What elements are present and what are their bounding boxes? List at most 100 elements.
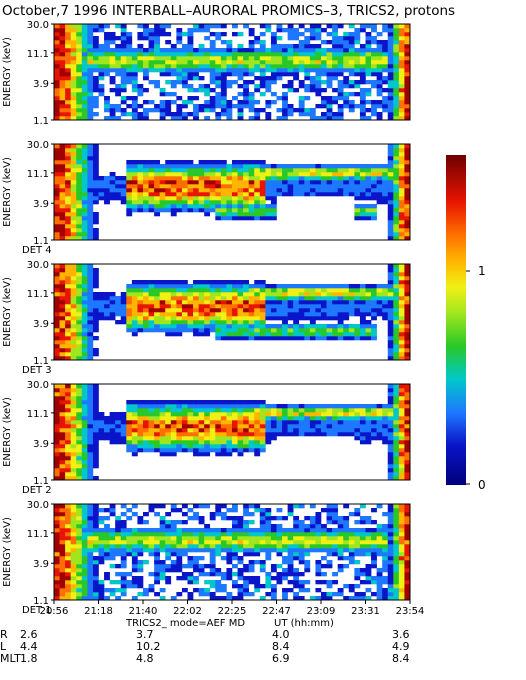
spectrogram-cell	[398, 68, 405, 73]
spectrogram-cell	[315, 516, 322, 521]
spectrogram-cell	[226, 176, 233, 181]
spectrogram-cell	[120, 188, 127, 193]
spectrogram-cell	[198, 200, 205, 205]
spectrogram-cell	[59, 428, 66, 433]
spectrogram-cell	[248, 540, 255, 545]
spectrogram-cell	[65, 160, 71, 165]
spectrogram-cell	[376, 72, 383, 77]
spectrogram-cell	[321, 556, 327, 561]
spectrogram-cell	[81, 516, 88, 521]
spectrogram-cell	[176, 176, 183, 181]
spectrogram-cell	[59, 344, 66, 349]
spectrogram-cell	[181, 532, 188, 537]
spectrogram-cell	[343, 404, 350, 409]
spectrogram-cell	[304, 96, 311, 101]
spectrogram-cell	[54, 24, 60, 29]
spectrogram-cell	[170, 172, 177, 177]
spectrogram-cell	[176, 68, 183, 73]
spectrogram-cell	[65, 164, 71, 169]
spectrogram-cell	[398, 572, 405, 577]
spectrogram-cell	[115, 540, 122, 545]
spectrogram-cell	[109, 60, 116, 65]
spectrogram-cell	[181, 436, 188, 441]
spectrogram-cell	[98, 580, 105, 585]
spectrogram-cell	[243, 92, 249, 97]
spectrogram-cell	[398, 48, 405, 53]
spectrogram-cell	[65, 412, 71, 417]
spectrogram-cell	[209, 76, 216, 81]
spectrogram-cell	[376, 44, 383, 49]
spectrogram-cell	[398, 264, 405, 269]
spectrogram-cell	[198, 168, 205, 173]
spectrogram-cell	[59, 40, 66, 45]
spectrogram-cell	[387, 524, 394, 529]
spectrogram-cell	[187, 564, 194, 569]
spectrogram-cell	[54, 304, 60, 309]
spectrogram-cell	[92, 76, 99, 81]
spectrogram-cell	[365, 172, 372, 177]
spectrogram-cell	[354, 36, 361, 41]
spectrogram-cell	[70, 304, 77, 309]
spectrogram-cell	[248, 68, 255, 73]
spectrogram-cell	[265, 292, 272, 297]
spectrogram-cell	[59, 64, 66, 69]
spectrogram-cell	[254, 420, 261, 425]
spectrogram-cell	[393, 228, 400, 233]
spectrogram-cell	[365, 332, 372, 337]
spectrogram-cell	[243, 192, 249, 197]
spectrogram-cell	[120, 112, 127, 117]
spectrogram-cell	[120, 576, 127, 581]
spectrogram-cell	[87, 352, 94, 357]
spectrogram-cell	[309, 316, 316, 321]
spectrogram-cell	[170, 176, 177, 181]
spectrogram-cell	[87, 452, 94, 457]
spectrogram-cell	[387, 528, 394, 533]
spectrogram-cell	[393, 220, 400, 225]
spectrogram-cell	[354, 68, 361, 73]
spectrogram-cell	[92, 152, 99, 157]
spectrogram-cell	[143, 208, 149, 213]
spectrogram-cell	[387, 32, 394, 37]
spectrogram-cell	[226, 428, 233, 433]
spectrogram-cell	[387, 324, 394, 329]
spectrogram-cell	[87, 112, 94, 117]
spectrogram-cell	[159, 320, 166, 325]
spectrogram-cell	[170, 408, 177, 413]
spectrogram-cell	[98, 556, 105, 561]
spectrogram-cell	[226, 100, 233, 105]
spectrogram-cell	[148, 316, 155, 321]
spectrogram-cell	[70, 88, 77, 93]
spectrogram-cell	[165, 576, 172, 581]
spectrogram-cell	[70, 384, 77, 389]
spectrogram-cell	[154, 208, 160, 213]
spectrogram-cell	[393, 168, 400, 173]
spectrogram-cell	[359, 216, 366, 221]
spectrogram-cell	[304, 56, 311, 61]
spectrogram-cell	[376, 112, 383, 117]
spectrogram-cell	[254, 424, 261, 429]
spectrogram-cell	[137, 52, 144, 57]
spectrogram-cell	[59, 448, 66, 453]
spectrogram-cell	[237, 516, 244, 521]
spectrogram-cell	[248, 200, 255, 205]
spectrogram-cell	[298, 532, 305, 537]
spectrogram-cell	[276, 408, 283, 413]
spectrogram-cell	[254, 196, 261, 201]
spectrogram-cell	[159, 200, 166, 205]
spectrogram-cell	[382, 28, 389, 33]
spectrogram-cell	[315, 544, 322, 549]
spectrogram-cell	[81, 540, 88, 545]
spectrogram-cell	[232, 80, 238, 85]
spectrogram-cell	[70, 156, 77, 161]
spectrogram-cell	[371, 304, 377, 309]
spectrogram-cell	[76, 428, 83, 433]
spectrogram-cell	[143, 72, 149, 77]
spectrogram-cell	[193, 316, 199, 321]
spectrogram-cell	[348, 104, 355, 109]
spectrogram-cell	[304, 112, 311, 117]
spectrogram-cell	[243, 60, 249, 65]
spectrogram-cell	[315, 88, 322, 93]
spectrogram-cell	[398, 196, 405, 201]
spectrogram-cell	[232, 196, 238, 201]
spectrogram-cell	[143, 112, 149, 117]
